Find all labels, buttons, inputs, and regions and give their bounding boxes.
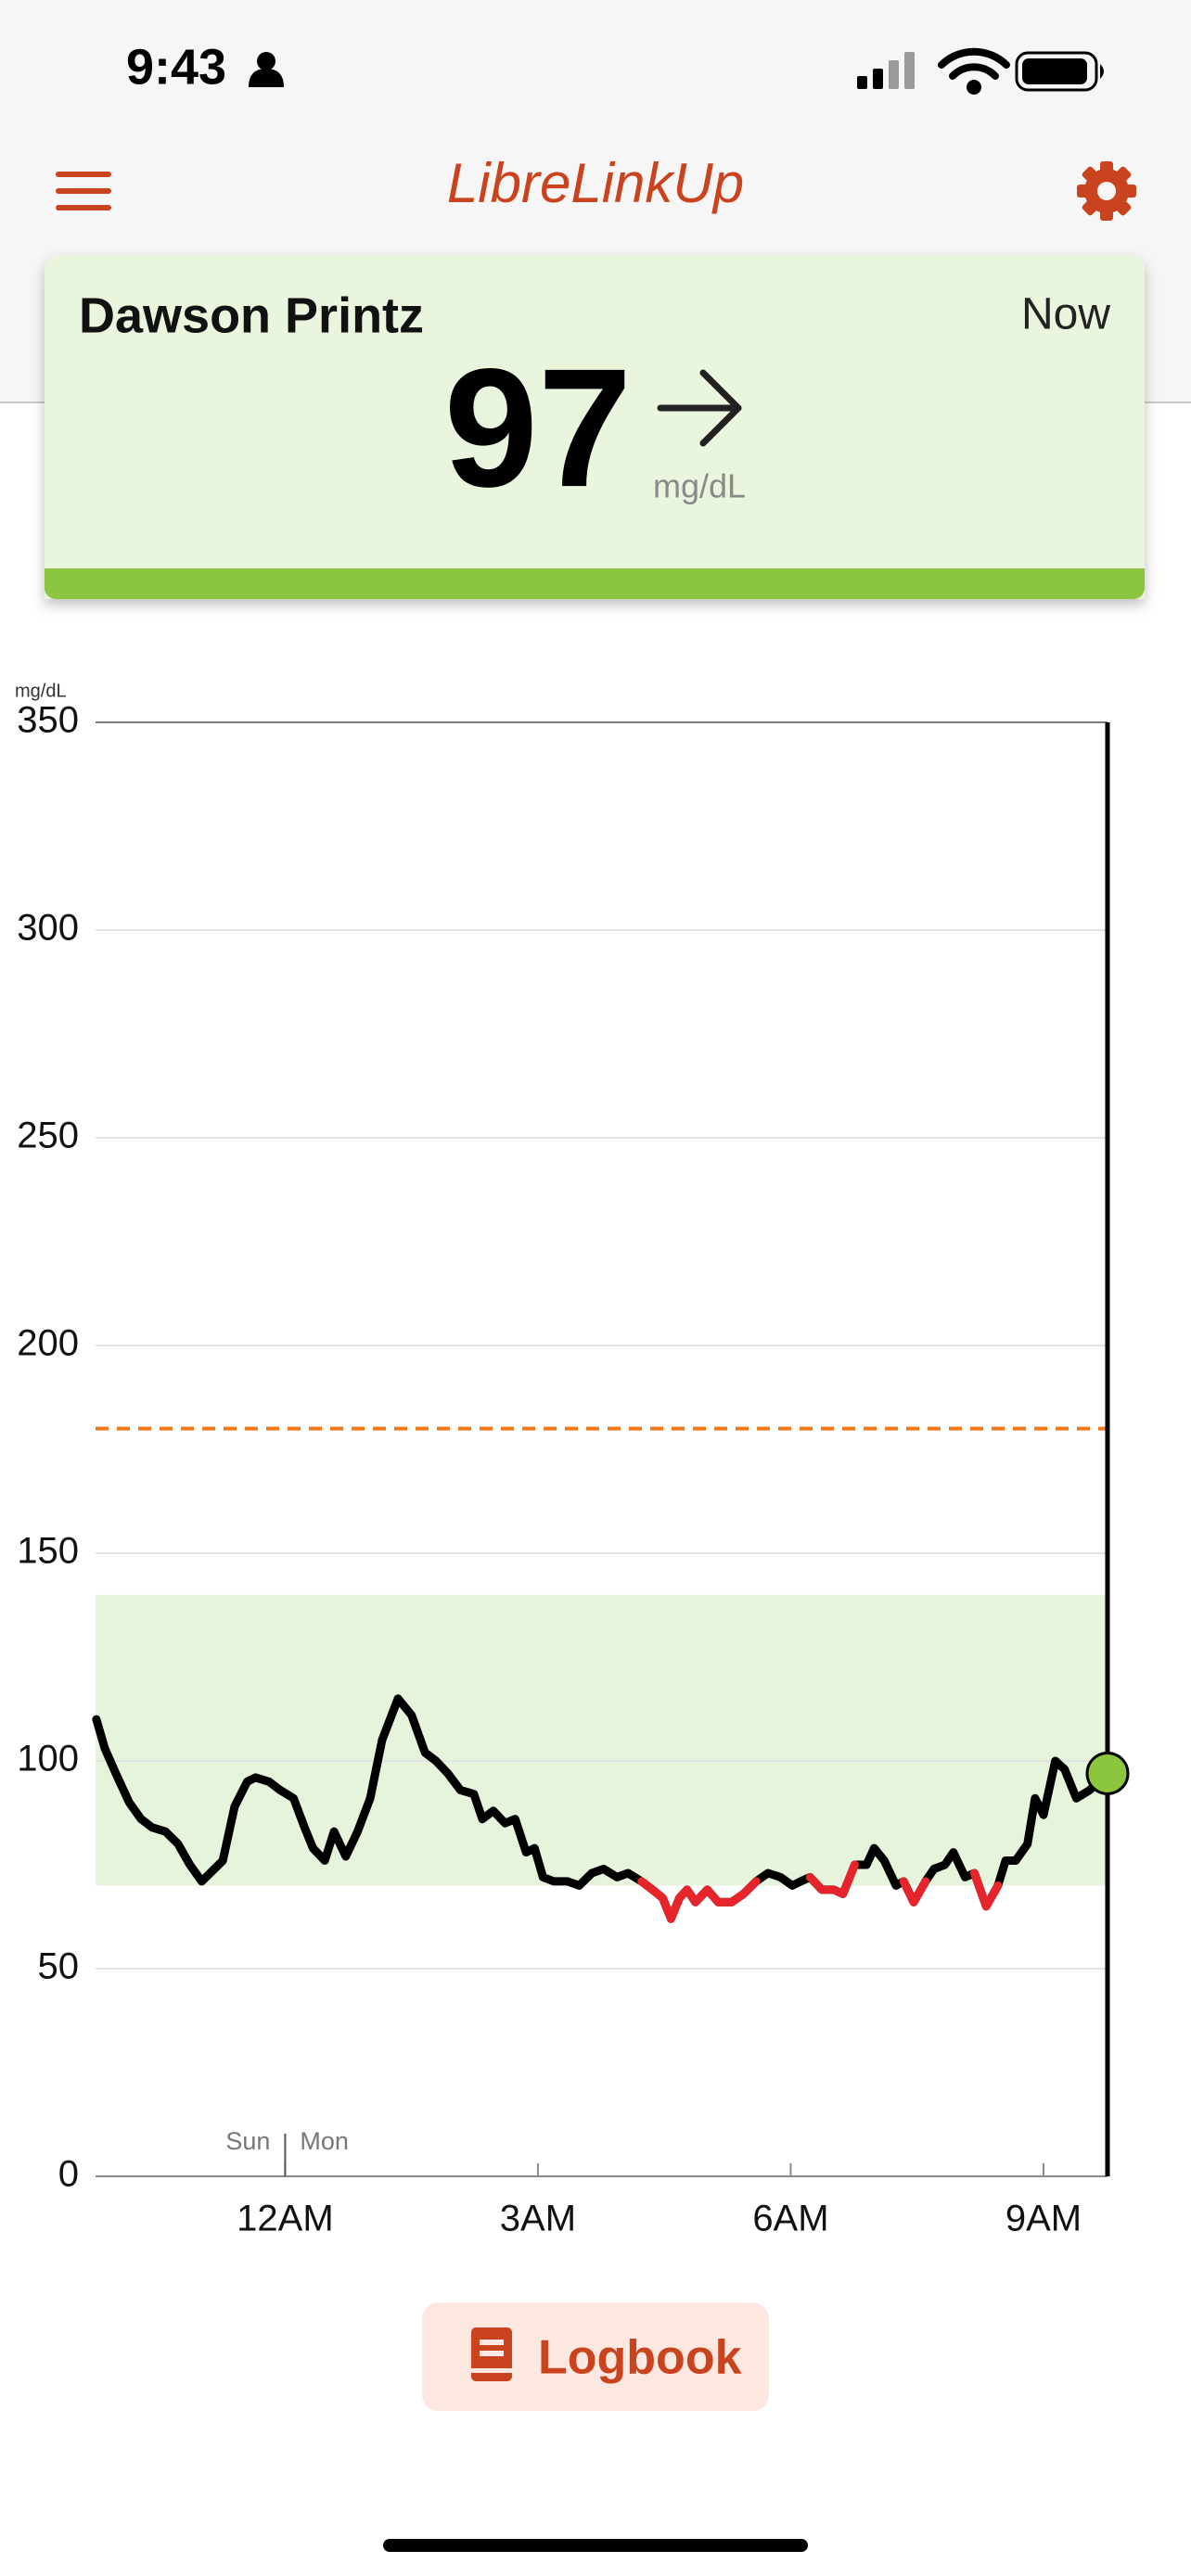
low-segment [739, 1877, 761, 1898]
status-time: 9:43 [126, 39, 226, 95]
logbook-icon [471, 2327, 512, 2381]
current-reading-dot [1085, 1751, 1130, 1795]
low-segment [839, 1860, 859, 1898]
trend-arrow [657, 369, 742, 447]
glucose-value: 97 [444, 333, 632, 522]
target-range [96, 1594, 1108, 1886]
person-icon [249, 52, 284, 87]
settings-button[interactable] [1077, 161, 1136, 221]
glucose-unit: mg/dL [653, 467, 746, 505]
glucose-chart: mg/dL 0 50 100 150 200 250 300 350 12AM 3AM 6AM 9AM… [15, 681, 1130, 2239]
patient-card[interactable] [45, 255, 1145, 599]
y-tick-label: 150 [17, 1531, 79, 1572]
logbook-button[interactable]: Logbook [422, 2302, 769, 2411]
glucose-line [92, 1694, 1112, 1923]
patient-name: Dawson Printz [79, 287, 424, 343]
low-segment [909, 1877, 930, 1906]
x-tick-label: 6AM [752, 2199, 828, 2239]
y-tick-label: 200 [17, 1323, 79, 1364]
day-label: Mon [300, 2127, 349, 2155]
logbook-label: Logbook [538, 2331, 742, 2385]
y-tick-label: 350 [17, 700, 79, 741]
day-label: Sun [225, 2127, 270, 2155]
x-tick-label: 9AM [1005, 2199, 1082, 2239]
reading-time: Now [1021, 290, 1110, 339]
low-segment [981, 1881, 1003, 1911]
app-title: LibreLinkUp [447, 152, 744, 214]
y-tick-label: 300 [17, 908, 79, 949]
menu-button[interactable] [56, 172, 111, 210]
x-tick-label: 12AM [237, 2199, 334, 2239]
home-indicator [383, 2539, 808, 2552]
y-tick-label: 250 [17, 1116, 79, 1156]
wifi-icon [938, 47, 1010, 95]
low-segment [969, 1868, 991, 1911]
y-tick-label: 0 [58, 2154, 79, 2195]
x-tick-label: 3AM [500, 2199, 576, 2239]
y-tick-label: 100 [17, 1739, 79, 1779]
battery-icon [1015, 51, 1104, 92]
y-tick-label: 50 [38, 1946, 80, 1987]
signal-icon [857, 52, 915, 89]
y-axis-unit: mg/dL [15, 681, 67, 701]
